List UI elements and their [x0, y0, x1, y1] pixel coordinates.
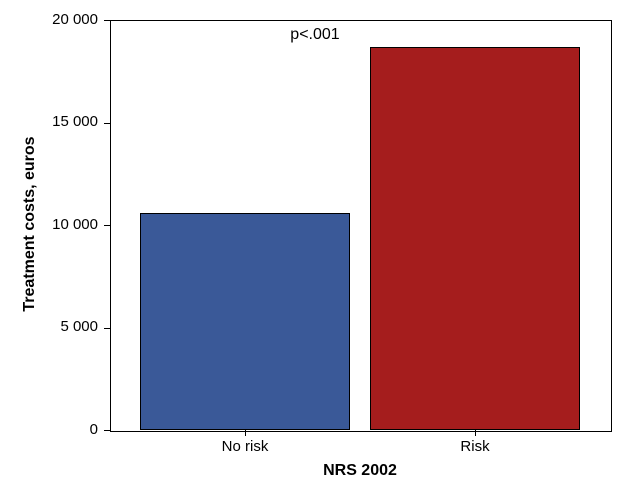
p-value-annotation: p<.001 [265, 26, 365, 44]
y-tick-label: 15 000 [0, 113, 98, 130]
y-tick-label: 10 000 [0, 216, 98, 233]
x-tick-label: No risk [185, 438, 305, 455]
y-tick-label: 0 [0, 421, 98, 438]
y-tick [104, 430, 110, 431]
x-tick [245, 430, 246, 436]
y-tick [104, 225, 110, 226]
y-tick-label: 5 000 [0, 318, 98, 335]
y-tick [104, 328, 110, 329]
bar [140, 213, 350, 430]
y-tick-label: 20 000 [0, 11, 98, 28]
y-tick [104, 20, 110, 21]
x-tick-label: Risk [415, 438, 535, 455]
y-tick [104, 123, 110, 124]
bar-chart: 0 5 000 10 000 15 000 20 000 Treatment costs,… [0, 0, 626, 501]
x-tick [475, 430, 476, 436]
y-axis-label: Treatment costs, euros [21, 124, 39, 324]
x-axis-label: NRS 2002 [110, 462, 610, 480]
bar [370, 47, 580, 430]
